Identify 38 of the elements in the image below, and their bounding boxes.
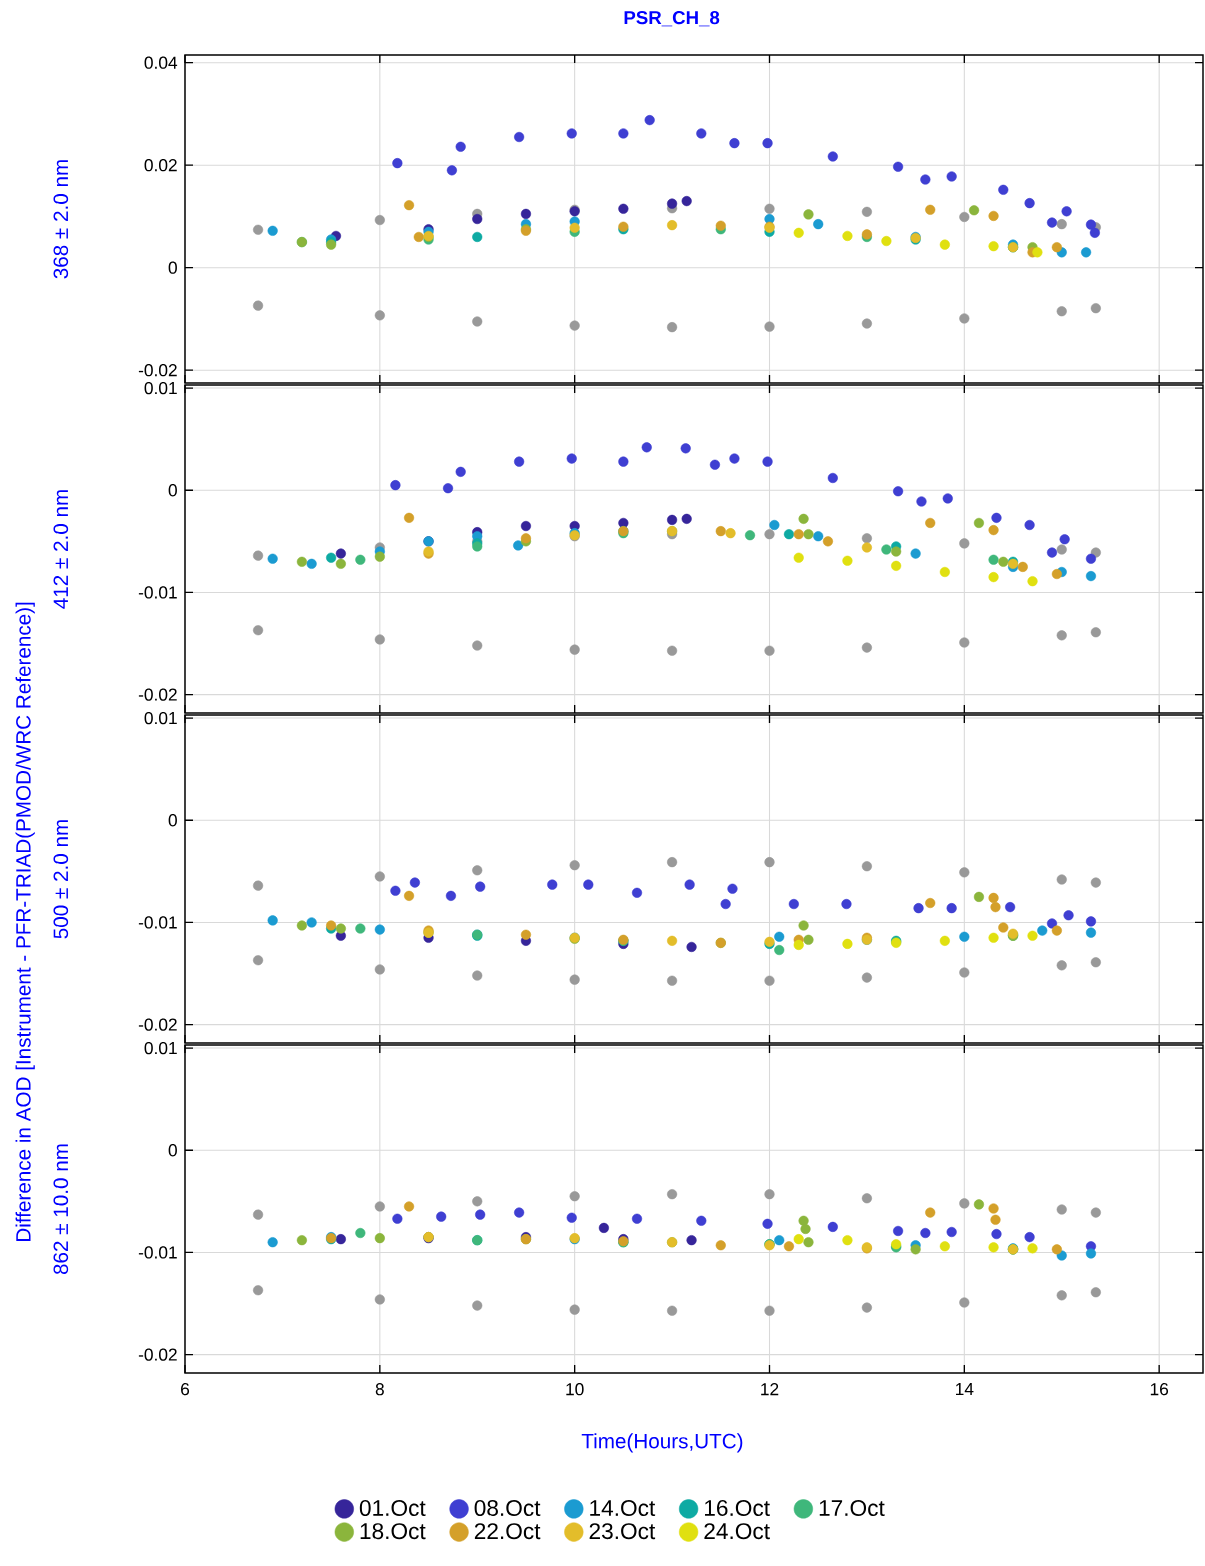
legend-label: 08.Oct — [474, 1499, 541, 1517]
y-tick-label: -0.01 — [138, 1246, 177, 1259]
y-tick-label: 0.01 — [144, 1041, 177, 1055]
y-tick-label: 0.01 — [144, 381, 177, 395]
x-tick-label: 16 — [1150, 1383, 1169, 1396]
legend-label: 14.Oct — [590, 1499, 656, 1517]
y-axis-title: 500 ± 2.0 nm — [53, 820, 69, 939]
chart-title: PSR_CH_8 — [624, 10, 720, 27]
text: Difference in AOD [Instrument - PFR-TRIAD(PMOD/WRC Reference)] — [15, 602, 35, 1241]
x-tick-label: 12 — [761, 1383, 779, 1396]
y-tick-label: -0.02 — [138, 688, 177, 701]
x-axis-title: Time(Hours,UTC) — [581, 1433, 743, 1453]
y-tick-label: 0 — [168, 1144, 177, 1157]
y-tick-label: 0.02 — [144, 159, 177, 172]
x-tick-label: 8 — [375, 1383, 384, 1396]
x-tick-label: 10 — [566, 1383, 584, 1396]
y-tick-label: 0.01 — [144, 711, 177, 725]
x-tick-label: 14 — [956, 1383, 974, 1395]
y-tick-label: -0.01 — [138, 586, 177, 599]
y-axis-title: 368 ± 2.0 nm — [53, 160, 69, 279]
y-axis-title: 412 ± 2.0 nm — [53, 490, 69, 609]
x-tick-label: 6 — [181, 1383, 190, 1396]
y-tick-label: 0 — [168, 814, 177, 827]
legend-label: 24.Oct — [704, 1523, 770, 1540]
legend-label: 01.Oct — [359, 1499, 426, 1517]
y-tick-label: 0 — [168, 261, 177, 274]
y-axis-title: 862 ± 10.0 nm — [53, 1144, 69, 1275]
legend-label: 22.Oct — [474, 1523, 541, 1540]
y-tick-label: 0 — [168, 484, 177, 497]
legend-label: 23.Oct — [589, 1523, 656, 1540]
legend-label: 18.Oct — [360, 1523, 426, 1540]
y-tick-label: -0.02 — [138, 1018, 177, 1031]
legend-label: 16.Oct — [705, 1499, 770, 1517]
y-tick-label: 0.04 — [144, 56, 178, 69]
y-tick-label: -0.02 — [138, 1348, 177, 1361]
y-tick-label: -0.01 — [138, 916, 177, 929]
legend-label: 17.Oct — [819, 1499, 885, 1517]
y-tick-label: -0.02 — [138, 364, 177, 377]
